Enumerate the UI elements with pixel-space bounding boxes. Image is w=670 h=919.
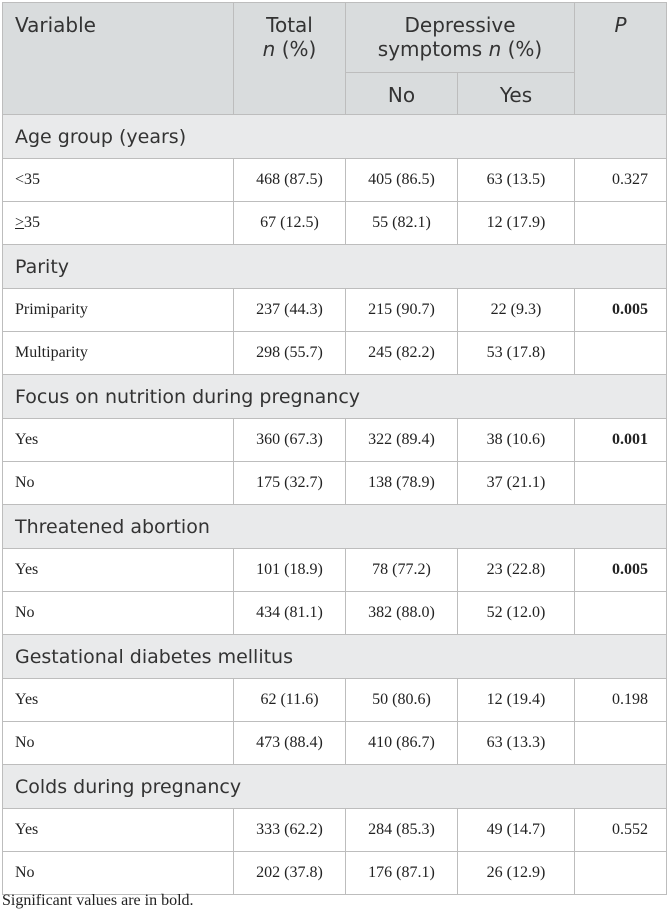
cell-depressive-no: 410 (86.7) — [345, 721, 458, 765]
row-label: Yes — [2, 548, 234, 592]
row-label: Yes — [2, 418, 234, 462]
table-row: >35 67 (12.5) 55 (82.1) 12 (17.9) — [2, 201, 667, 245]
cell-depressive-no: 176 (87.1) — [345, 851, 458, 895]
cell-depressive-no: 215 (90.7) — [345, 288, 458, 332]
cell-depressive-yes: 22 (9.3) — [457, 288, 575, 332]
cell-depressive-no: 50 (80.6) — [345, 678, 458, 722]
cell-p-value: 0.552 — [574, 808, 667, 852]
table-row: Multiparity 298 (55.7) 245 (82.2) 53 (17.8) — [2, 331, 667, 375]
row-label: No — [2, 851, 234, 895]
cell-p-value — [574, 721, 667, 765]
cell-depressive-yes: 38 (10.6) — [457, 418, 575, 462]
header-no: No — [345, 72, 458, 115]
row-label: No — [2, 721, 234, 765]
cell-p-value — [574, 851, 667, 895]
cell-total: 62 (11.6) — [233, 678, 346, 722]
cell-p-value: 0.005 — [574, 288, 667, 332]
row-label: Yes — [2, 808, 234, 852]
group-title: Age group (years) — [2, 114, 667, 159]
table-row: No 473 (88.4) 410 (86.7) 63 (13.3) — [2, 721, 667, 765]
cell-depressive-yes: 53 (17.8) — [457, 331, 575, 375]
row-label: No — [2, 461, 234, 505]
group-title: Focus on nutrition during pregnancy — [2, 374, 667, 419]
cell-p-value — [574, 461, 667, 505]
cell-depressive-no: 245 (82.2) — [345, 331, 458, 375]
group-title: Gestational diabetes mellitus — [2, 634, 667, 679]
group-title: Colds during pregnancy — [2, 764, 667, 809]
row-label: Multiparity — [2, 331, 234, 375]
group-title: Parity — [2, 244, 667, 289]
cell-total: 468 (87.5) — [233, 158, 346, 202]
row-label: Primiparity — [2, 288, 234, 332]
cell-depressive-yes: 23 (22.8) — [457, 548, 575, 592]
cell-depressive-no: 284 (85.3) — [345, 808, 458, 852]
cell-p-value: 0.327 — [574, 158, 667, 202]
cell-total: 333 (62.2) — [233, 808, 346, 852]
table-row: No 175 (32.7) 138 (78.9) 37 (21.1) — [2, 461, 667, 505]
table-row: Yes 62 (11.6) 50 (80.6) 12 (19.4) 0.198 — [2, 678, 667, 722]
table-row: Yes 101 (18.9) 78 (77.2) 23 (22.8) 0.005 — [2, 548, 667, 592]
cell-total: 67 (12.5) — [233, 201, 346, 245]
group-title: Threatened abortion — [2, 504, 667, 549]
cell-p-value: 0.005 — [574, 548, 667, 592]
cell-total: 237 (44.3) — [233, 288, 346, 332]
cell-depressive-no: 405 (86.5) — [345, 158, 458, 202]
footnote: Significant values are in bold. — [2, 892, 194, 909]
cell-total: 473 (88.4) — [233, 721, 346, 765]
cell-total: 298 (55.7) — [233, 331, 346, 375]
row-label: >35 — [2, 201, 234, 245]
cell-depressive-yes: 12 (17.9) — [457, 201, 575, 245]
cell-depressive-yes: 49 (14.7) — [457, 808, 575, 852]
header-depressive-symptoms: Depressive symptoms n (%) — [345, 2, 575, 73]
table-row: Yes 360 (67.3) 322 (89.4) 38 (10.6) 0.001 — [2, 418, 667, 462]
cell-depressive-no: 138 (78.9) — [345, 461, 458, 505]
cell-total: 175 (32.7) — [233, 461, 346, 505]
cell-p-value — [574, 591, 667, 635]
cell-depressive-no: 78 (77.2) — [345, 548, 458, 592]
header-total: Total n (%) — [233, 2, 346, 115]
results-table: Variable Total n (%) Depressive symptoms… — [2, 2, 667, 895]
table-row: No 202 (37.8) 176 (87.1) 26 (12.9) — [2, 851, 667, 895]
header-yes: Yes — [457, 72, 575, 115]
cell-p-value — [574, 201, 667, 245]
header-variable: Variable — [2, 2, 234, 115]
table-row: Yes 333 (62.2) 284 (85.3) 49 (14.7) 0.552 — [2, 808, 667, 852]
cell-depressive-no: 382 (88.0) — [345, 591, 458, 635]
cell-total: 434 (81.1) — [233, 591, 346, 635]
cell-depressive-no: 55 (82.1) — [345, 201, 458, 245]
cell-p-value — [574, 331, 667, 375]
table-row: <35 468 (87.5) 405 (86.5) 63 (13.5) 0.327 — [2, 158, 667, 202]
cell-p-value: 0.001 — [574, 418, 667, 462]
cell-depressive-yes: 12 (19.4) — [457, 678, 575, 722]
cell-total: 360 (67.3) — [233, 418, 346, 462]
cell-depressive-yes: 63 (13.3) — [457, 721, 575, 765]
cell-depressive-yes: 63 (13.5) — [457, 158, 575, 202]
cell-depressive-no: 322 (89.4) — [345, 418, 458, 462]
table-row: No 434 (81.1) 382 (88.0) 52 (12.0) — [2, 591, 667, 635]
cell-depressive-yes: 37 (21.1) — [457, 461, 575, 505]
cell-depressive-yes: 52 (12.0) — [457, 591, 575, 635]
row-label: No — [2, 591, 234, 635]
cell-depressive-yes: 26 (12.9) — [457, 851, 575, 895]
header-p-value: P — [574, 2, 667, 115]
cell-total: 101 (18.9) — [233, 548, 346, 592]
row-label: Yes — [2, 678, 234, 722]
cell-total: 202 (37.8) — [233, 851, 346, 895]
table-row: Primiparity 237 (44.3) 215 (90.7) 22 (9.3) 0… — [2, 288, 667, 332]
row-label: <35 — [2, 158, 234, 202]
cell-p-value: 0.198 — [574, 678, 667, 722]
